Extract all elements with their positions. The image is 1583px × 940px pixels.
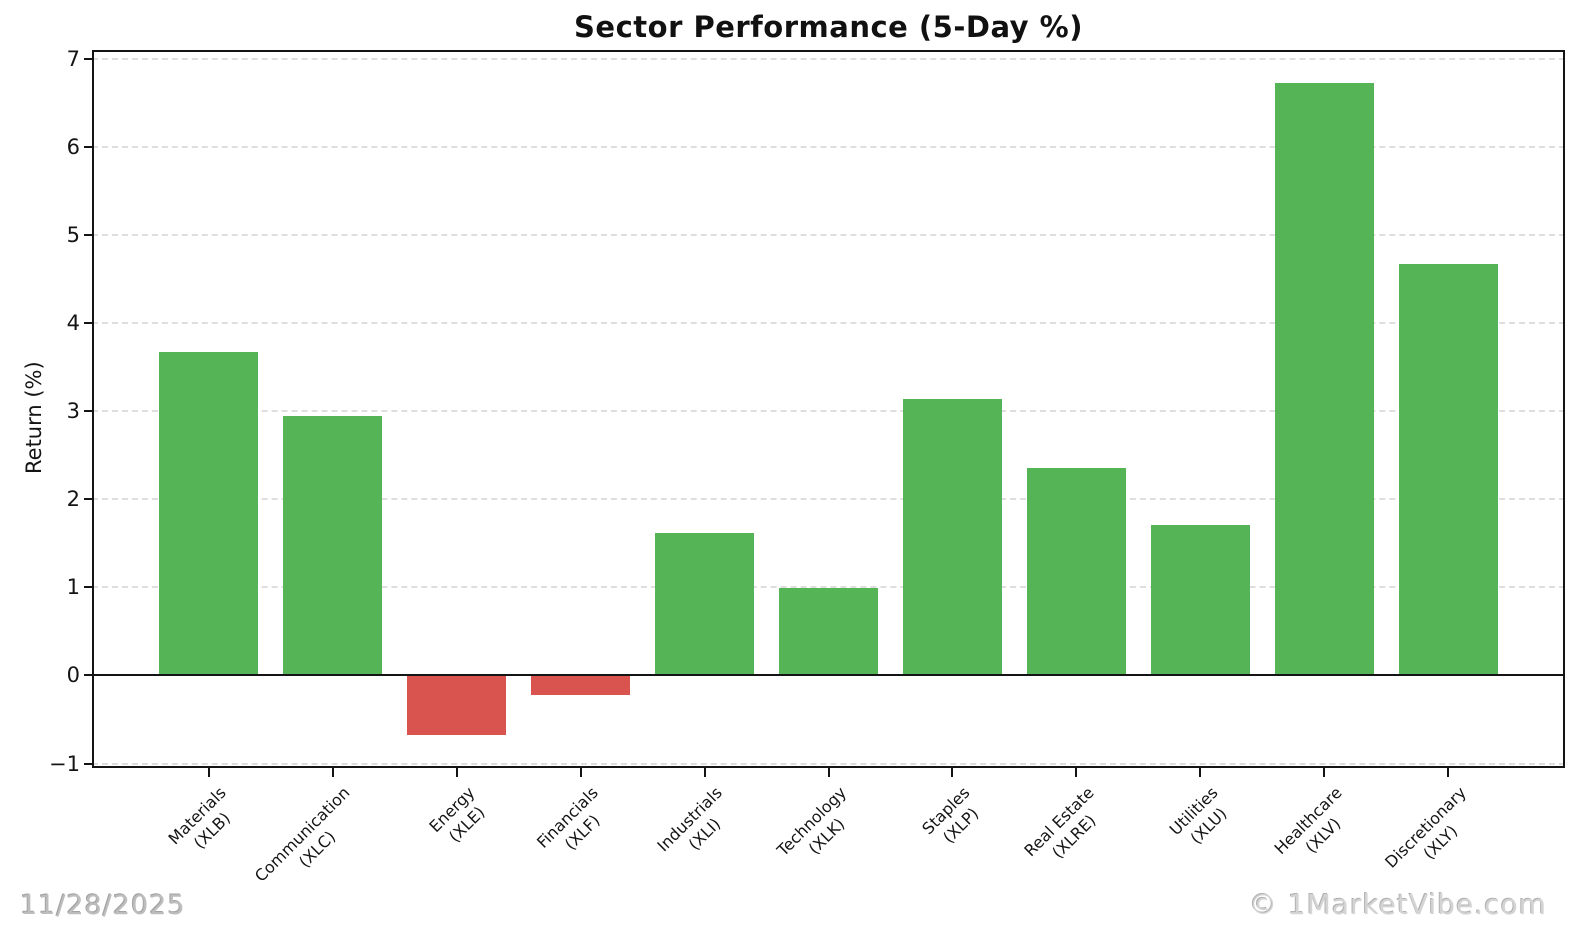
x-label-text: Industrials (XLI) (653, 783, 726, 856)
y-tick-label: 0 (66, 663, 80, 688)
y-tick-label: 3 (66, 399, 80, 424)
x-label-text: Healthcare (XLV) (1270, 783, 1346, 859)
y-tick-label: 7 (66, 46, 80, 71)
x-tick-mark (1323, 768, 1326, 777)
gridline-y--1 (92, 762, 1565, 765)
bar-financials (530, 675, 631, 695)
x-label-text: Discretionary (XLY) (1381, 783, 1470, 872)
x-tick-mark (331, 768, 334, 777)
bar-communication (282, 415, 383, 676)
x-tick-mark (827, 768, 830, 777)
x-tick-mark (703, 768, 706, 777)
x-label-text: Financials (XLF) (533, 783, 604, 854)
bar-real-estate (1026, 467, 1127, 676)
zero-line (92, 674, 1565, 677)
x-label-text: Staples (XLP) (918, 783, 983, 847)
gridline-y-4 (92, 322, 1565, 325)
y-tick-mark (84, 586, 93, 589)
bar-utilities (1150, 524, 1251, 676)
x-tick-mark (1075, 768, 1078, 777)
bar-industrials (654, 532, 755, 676)
y-tick-mark (84, 498, 93, 501)
x-tick-mark (1447, 768, 1450, 777)
bar-healthcare (1274, 83, 1375, 676)
y-tick-label: −1 (49, 751, 80, 776)
y-tick-mark (84, 674, 93, 677)
y-tick-label: 6 (66, 134, 80, 159)
y-tick-label: 5 (66, 223, 80, 247)
y-tick-mark (84, 145, 93, 148)
x-label-text: Utilities (XLU) (1165, 783, 1231, 848)
y-tick-mark (84, 234, 93, 236)
bar-technology (778, 588, 879, 676)
x-tick-mark (455, 768, 458, 777)
x-tick-mark (207, 768, 210, 777)
x-label-text: Materials (XLB) (164, 783, 235, 853)
y-tick-mark (84, 410, 93, 413)
x-label-text: Energy (XLE) (424, 783, 488, 846)
x-label-text: Communication (XLC) (251, 783, 354, 886)
bar-discretionary (1398, 264, 1499, 676)
y-tick-mark (84, 322, 93, 325)
gridline-y-1 (92, 586, 1565, 589)
bar-materials (158, 352, 259, 676)
y-tick-mark (84, 762, 93, 765)
x-label-text: Real Estate (XLRE) (1020, 783, 1100, 862)
y-tick-label: 4 (66, 311, 80, 336)
x-tick-mark (1199, 768, 1202, 777)
bar-energy (406, 675, 507, 735)
gridline-y-7 (92, 57, 1565, 60)
x-tick-mark (951, 768, 954, 777)
plot-area (92, 50, 1565, 768)
y-tick-label: 1 (66, 575, 80, 600)
x-tick-mark (579, 768, 582, 777)
y-tick-mark (84, 57, 93, 60)
gridline-y-3 (92, 410, 1565, 413)
gridline-y-5 (92, 234, 1565, 236)
x-label-text: Technology (XLK) (773, 783, 850, 860)
bar-staples (902, 398, 1003, 676)
date-label: 11/28/2025 (20, 890, 186, 921)
y-tick-label: 2 (66, 487, 80, 512)
gridline-y-6 (92, 145, 1565, 148)
watermark-label: © 1MarketVibe.com (1249, 888, 1547, 921)
gridline-y-2 (92, 498, 1565, 501)
chart-title: Sector Performance (5-Day %) (574, 10, 1083, 44)
